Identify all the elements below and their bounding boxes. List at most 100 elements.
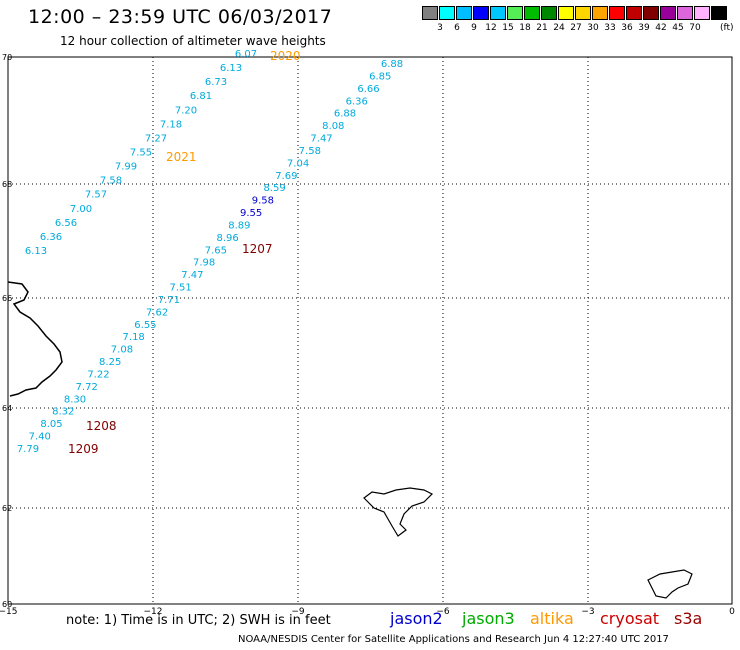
legend-swatch xyxy=(694,6,710,20)
swh-value: 8.96 xyxy=(216,233,238,244)
swh-value: 7.20 xyxy=(175,105,197,116)
legend-swatch xyxy=(626,6,642,20)
swh-value: 7.55 xyxy=(130,148,152,159)
legend-label: 39 xyxy=(638,23,650,33)
legend-swatch xyxy=(660,6,676,20)
legend-swatch xyxy=(575,6,591,20)
legend-swatch xyxy=(456,6,472,20)
legend-label: 18 xyxy=(519,23,531,33)
swh-value: 6.85 xyxy=(369,71,391,82)
legend-swatch xyxy=(422,6,438,20)
swh-value: 7.57 xyxy=(85,190,107,201)
legend-label: 33 xyxy=(604,23,616,33)
faroe-coast xyxy=(363,487,434,537)
swh-value: 7.79 xyxy=(17,444,39,455)
swh-value: 7.71 xyxy=(158,295,180,306)
swh-value: 7.69 xyxy=(275,171,297,182)
swh-value: 7.40 xyxy=(29,432,51,443)
lat-label: 62 xyxy=(2,504,12,513)
swh-value: 7.98 xyxy=(193,258,215,269)
legend-label: 15 xyxy=(502,23,514,33)
legend-swatch xyxy=(490,6,506,20)
legend-label: 36 xyxy=(621,23,633,33)
swh-value: 8.89 xyxy=(228,220,250,231)
swh-value: 7.47 xyxy=(181,270,203,281)
legend-unit: (ft) xyxy=(720,23,734,33)
swh-value: 8.05 xyxy=(40,419,62,430)
swh-value: 8.25 xyxy=(99,357,121,368)
swh-value: 6.13 xyxy=(25,246,47,257)
swh-value: 7.62 xyxy=(146,307,168,318)
swh-value: 7.27 xyxy=(145,133,167,144)
swh-value: 7.08 xyxy=(111,345,133,356)
swh-value: 6.07 xyxy=(235,49,257,60)
swh-value: 7.18 xyxy=(160,119,182,130)
swh-value: 8.59 xyxy=(263,183,285,194)
lon-label: −12 xyxy=(144,607,163,617)
swh-value: 6.81 xyxy=(190,91,212,102)
lon-label: −3 xyxy=(581,607,594,617)
shetland-coast xyxy=(647,569,693,599)
iceland-coast xyxy=(7,281,63,397)
swh-value: 8.32 xyxy=(52,407,74,418)
swh-value: 7.04 xyxy=(287,158,309,169)
lat-label: 70 xyxy=(2,53,12,62)
time-label: 1208 xyxy=(86,419,117,433)
legend-label: 21 xyxy=(536,23,548,33)
lon-label: 0 xyxy=(729,607,735,617)
footer-note: note: 1) Time is in UTC; 2) SWH is in fe… xyxy=(66,613,331,628)
swh-value: 7.47 xyxy=(310,134,332,145)
swh-value: 6.36 xyxy=(346,96,368,107)
swh-value: 8.30 xyxy=(64,394,86,405)
legend-label: 24 xyxy=(553,23,565,33)
legend-swatch xyxy=(439,6,455,20)
lat-label: 68 xyxy=(2,180,12,189)
map-title: 12:00 – 23:59 UTC 06/03/2017 xyxy=(28,6,333,28)
credit-line: NOAA/NESDIS Center for Satellite Applica… xyxy=(238,634,669,645)
swh-value: 7.00 xyxy=(70,204,92,215)
lon-label: −9 xyxy=(291,607,305,617)
legend-swatch xyxy=(592,6,608,20)
legend-swatch xyxy=(473,6,489,20)
swh-value: 7.51 xyxy=(170,283,192,294)
legend-swatch xyxy=(541,6,557,20)
swh-value: 6.73 xyxy=(205,77,227,88)
map-frame xyxy=(7,56,733,605)
swh-value: 6.55 xyxy=(134,320,156,331)
legend-jason3: jason3 xyxy=(462,609,515,628)
legend-swatch xyxy=(711,6,727,20)
legend-swatch xyxy=(524,6,540,20)
legend-label: 42 xyxy=(655,23,667,33)
legend-swatch xyxy=(507,6,523,20)
lat-label: 60 xyxy=(2,600,12,609)
swh-value: 9.58 xyxy=(252,196,274,207)
legend-swatch xyxy=(558,6,574,20)
legend-jason2: jason2 xyxy=(390,609,443,628)
map-subtitle: 12 hour collection of altimeter wave hei… xyxy=(60,34,326,48)
swh-value: 7.72 xyxy=(76,382,98,393)
legend-label: 70 xyxy=(689,23,701,33)
swh-value: 7.65 xyxy=(205,245,227,256)
swh-value: 7.18 xyxy=(123,332,145,343)
swh-value: 8.08 xyxy=(322,121,344,132)
lon-label: −6 xyxy=(436,607,450,617)
time-label: 2020 xyxy=(270,49,301,63)
time-label: 1209 xyxy=(68,442,99,456)
legend-label: 30 xyxy=(587,23,599,33)
legend-cryosat: cryosat xyxy=(600,609,660,628)
swh-value: 6.13 xyxy=(220,63,242,74)
lon-label: −15 xyxy=(0,607,18,617)
swh-value: 6.56 xyxy=(55,218,77,229)
legend-label: 6 xyxy=(454,23,460,33)
lat-label: 66 xyxy=(2,294,12,303)
swh-value: 7.58 xyxy=(299,146,321,157)
legend-label: 9 xyxy=(471,23,477,33)
legend-swatch xyxy=(643,6,659,20)
swh-value: 7.22 xyxy=(87,369,109,380)
lat-label: 64 xyxy=(2,404,12,413)
legend-label: 12 xyxy=(485,23,497,33)
swh-value: 6.88 xyxy=(334,109,356,120)
swh-value: 7.99 xyxy=(115,162,137,173)
time-label: 2021 xyxy=(166,150,197,164)
